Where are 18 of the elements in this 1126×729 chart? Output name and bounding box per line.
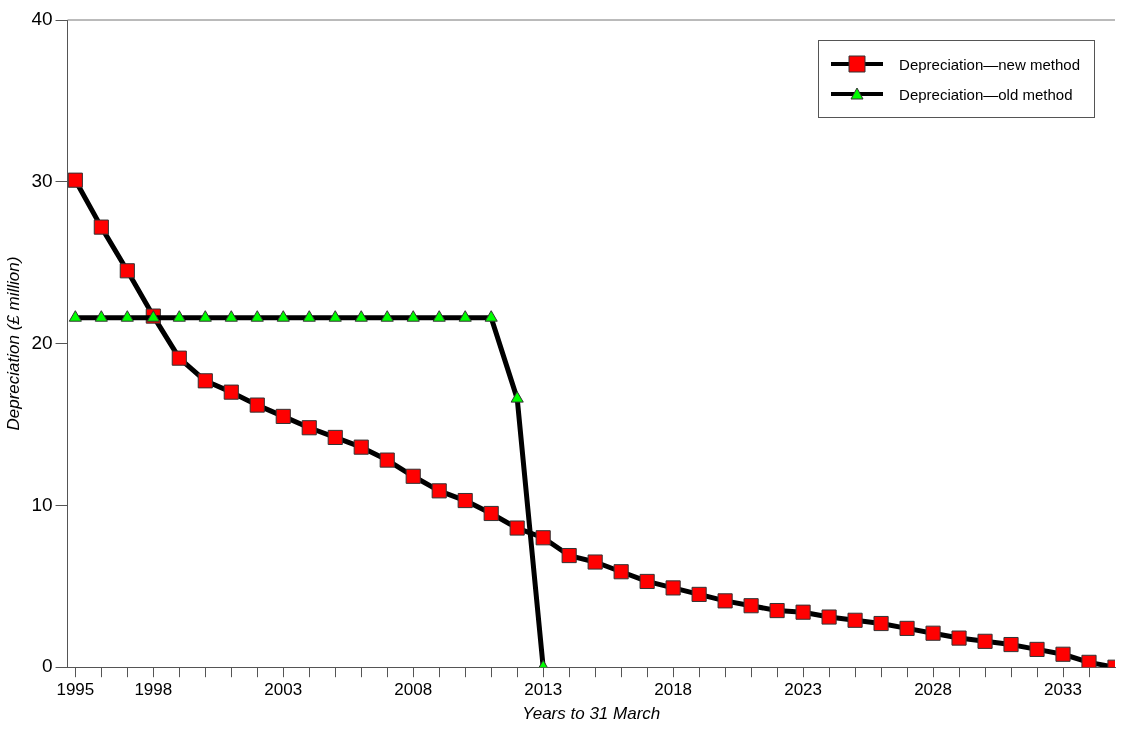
x-tick-label: 2008 [394, 680, 433, 700]
x-tick-label: 2013 [524, 680, 563, 700]
y-tick-label: 20 [31, 331, 53, 353]
y-axis-title: Depreciation (£ million) [3, 256, 23, 431]
y-tick-label: 30 [31, 170, 53, 192]
legend-label: Depreciation—new method [899, 55, 1080, 73]
x-tick-label: 2003 [264, 680, 303, 700]
y-tick-label: 10 [31, 493, 53, 515]
x-tick-label: 2033 [1044, 680, 1082, 700]
x-tick-label: 1995 [56, 680, 95, 700]
x-tick-label: 2028 [914, 680, 952, 700]
legend-label: Depreciation—old method [899, 85, 1073, 103]
x-tick-label: 2023 [784, 680, 823, 700]
x-axis-title: Years to 31 March [522, 703, 661, 723]
y-tick-label: 40 [31, 8, 53, 30]
y-tick-label: 0 [41, 655, 53, 677]
x-tick-label: 2018 [654, 680, 693, 700]
x-tick-label: 1998 [134, 680, 173, 700]
